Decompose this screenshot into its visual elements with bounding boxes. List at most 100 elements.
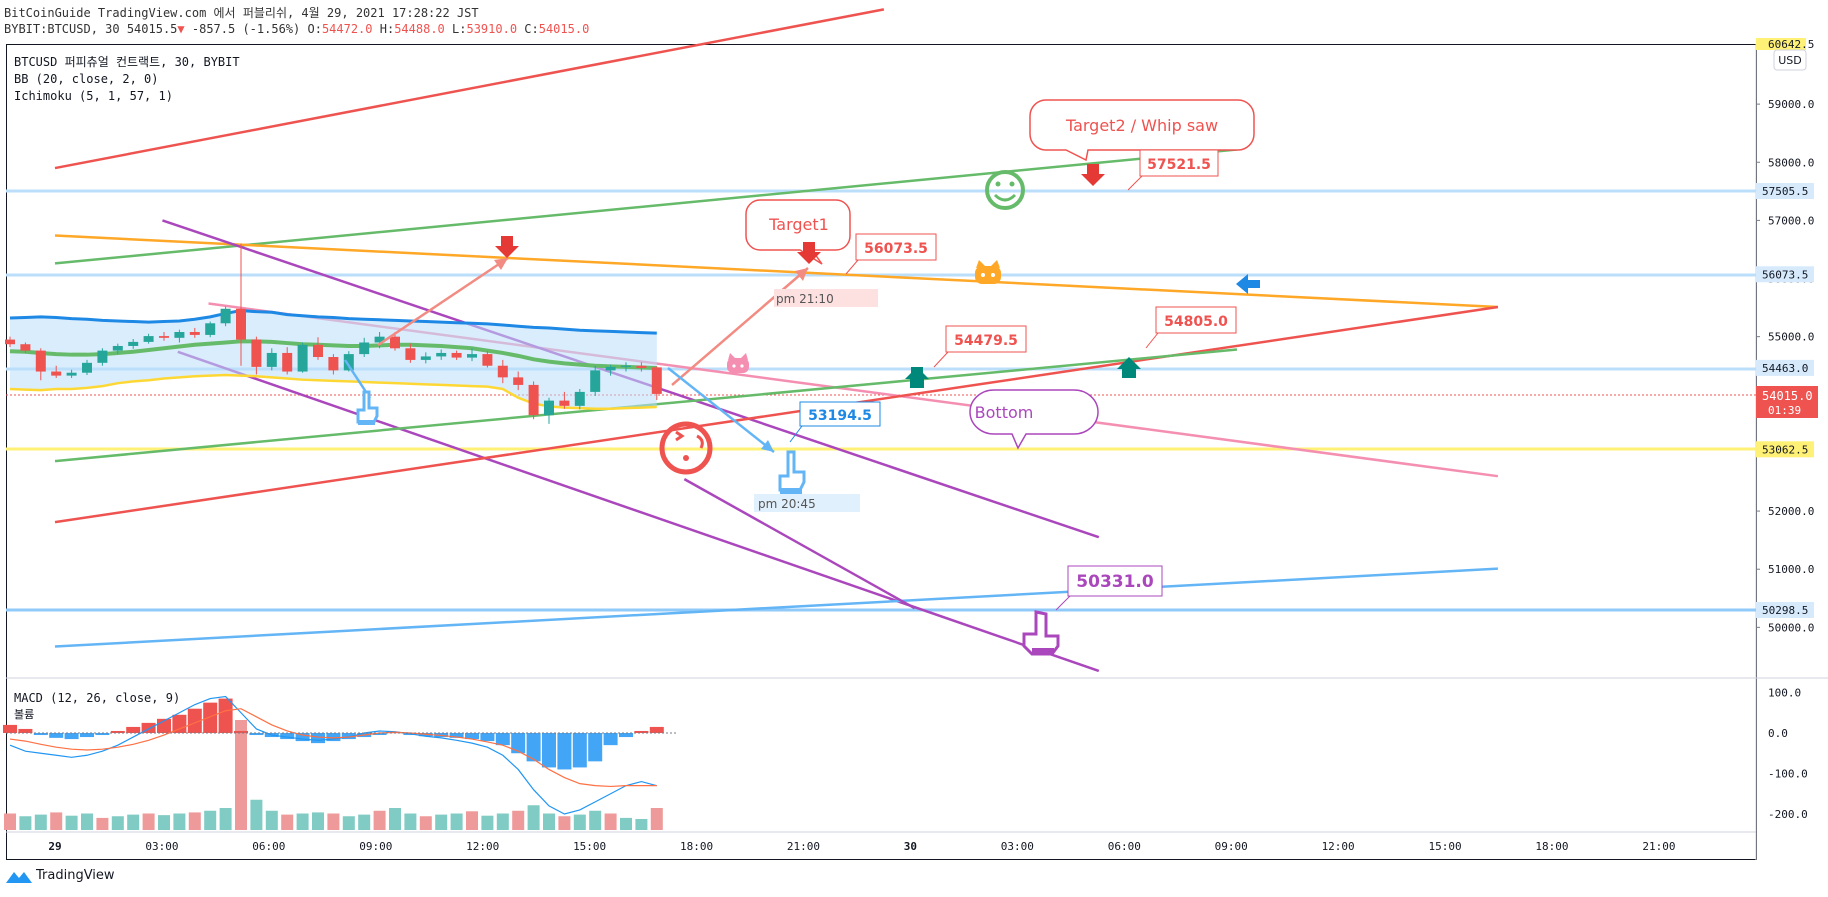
x-tick-label: 29 [48, 840, 61, 853]
target1-callout[interactable]: Target1 [745, 199, 851, 265]
macd-histogram-bar [3, 724, 17, 733]
x-tick-label: 06:00 [1108, 840, 1141, 853]
macd-histogram-bar [634, 730, 649, 733]
legend-macd: MACD (12, 26, close, 9) [14, 691, 180, 705]
target2-callout[interactable]: Target2 / Whip saw [1029, 99, 1255, 162]
chart-frame [6, 44, 1757, 860]
ticker: BYBIT:BTCUSD, 30 [4, 22, 120, 36]
volume-bar [235, 720, 247, 830]
macd-signal-line [9, 708, 657, 788]
callout-57521-box [1139, 149, 1219, 177]
macd-histogram-bar [511, 733, 526, 754]
close-label: C: [524, 22, 539, 36]
callout-56073-box [855, 233, 937, 261]
macd-histogram-bar [465, 733, 479, 740]
price-label-text: 56073.5 [1762, 268, 1808, 281]
candle-body [266, 352, 277, 367]
arrow-head-down-blue [761, 440, 774, 452]
macd-histogram-bar [372, 733, 387, 736]
candle-body [482, 354, 493, 366]
callout-54479-box [945, 325, 1027, 353]
volume-bar [188, 812, 201, 830]
volume-bar [158, 815, 170, 830]
callout-54805-text: 54805.0 [1164, 314, 1228, 330]
volume-bar [265, 810, 278, 830]
macd-histogram-bar [557, 733, 572, 770]
volume-bar [204, 810, 217, 830]
x-tick-label: 03:00 [145, 840, 178, 853]
volume-bar [435, 814, 448, 830]
bottom-callout[interactable]: Bottom [969, 389, 1099, 450]
candle-body [374, 336, 385, 343]
price-change: -857.5 (-1.56%) [191, 22, 301, 36]
x-tick-label: 18:00 [680, 840, 713, 853]
volume-bar [573, 814, 586, 830]
volume-bar [373, 810, 386, 830]
volume-bar [419, 816, 432, 830]
candle-body [436, 352, 447, 357]
macd-y-tick-label: -100.0 [1768, 768, 1808, 781]
pointing-hand-small-icon [356, 390, 379, 425]
macd-histogram-bar [187, 708, 202, 733]
candle-body [497, 365, 508, 378]
drawn-arrows [343, 256, 809, 453]
candle-body [420, 356, 431, 360]
macd-histogram-bar [33, 733, 48, 736]
candle-body [51, 371, 62, 376]
callout-57521-pointer [1127, 175, 1143, 191]
candle-body [143, 336, 154, 342]
time1-box [774, 289, 878, 307]
volume-bar [111, 816, 124, 830]
publisher-line: BitCoinGuide TradingView.com 에서 퍼블리쉬, 4월… [4, 6, 479, 20]
footer[interactable]: TradingView [6, 868, 115, 883]
trendline-5 [177, 350, 1100, 673]
candle-body [205, 323, 216, 335]
macd-histogram-bar [311, 733, 325, 744]
last-price: 54015.5 [126, 22, 178, 36]
y-tick-label: 50000.0 [1768, 621, 1814, 634]
target2-bubble [1029, 99, 1255, 162]
target2-text: Target2 / Whip saw [1065, 116, 1218, 135]
y-tick-label: 57000.0 [1768, 214, 1814, 227]
volume-bar [142, 813, 155, 830]
tradingview-logo-icon [6, 871, 32, 883]
candle-body [605, 366, 616, 371]
volume-bar [512, 810, 525, 830]
x-tick-label: 12:00 [1322, 840, 1355, 853]
pointing-hand-blue-icon [778, 450, 806, 494]
volume-bar [4, 813, 16, 830]
down-marker-red-icon [797, 242, 821, 264]
price-label-text: 50298.5 [1762, 604, 1808, 617]
bottom-bubble [969, 389, 1099, 450]
legend-bb: BB (20, close, 2, 0) [14, 72, 159, 86]
candle-body [574, 391, 585, 406]
volume-bar [81, 813, 93, 830]
macd-histogram-bar [234, 730, 248, 733]
macd-histogram-bar [110, 730, 125, 733]
arrow-line-up-1 [377, 256, 509, 347]
high-value: 54488.0 [394, 22, 445, 36]
macd-y-tick-label: 100.0 [1768, 687, 1801, 700]
y-tick-label: 51000.0 [1768, 563, 1814, 576]
volume-bar [19, 816, 32, 830]
x-tick-label: 21:00 [787, 840, 820, 853]
volume-bar [127, 814, 140, 830]
candle-body [112, 345, 123, 351]
volume-bar [219, 808, 232, 830]
candle-body [189, 332, 200, 335]
candle-body [282, 352, 293, 372]
callout-53194-text: 53194.5 [808, 408, 872, 424]
top-cut-label: 60642.5 [1768, 38, 1814, 51]
arrow-line-down-blue [667, 367, 775, 453]
volume-bar [604, 813, 617, 830]
macd-histogram-bar [495, 733, 510, 746]
markers [495, 164, 1260, 388]
candle-body [328, 357, 339, 371]
currency-button[interactable] [1773, 49, 1807, 71]
cat-face-icon [975, 260, 1001, 284]
x-tick-label: 15:00 [1429, 840, 1462, 853]
x-tick-label: 30 [904, 840, 917, 853]
volume-bar [481, 815, 494, 830]
y-tick-label: 58000.0 [1768, 156, 1814, 169]
